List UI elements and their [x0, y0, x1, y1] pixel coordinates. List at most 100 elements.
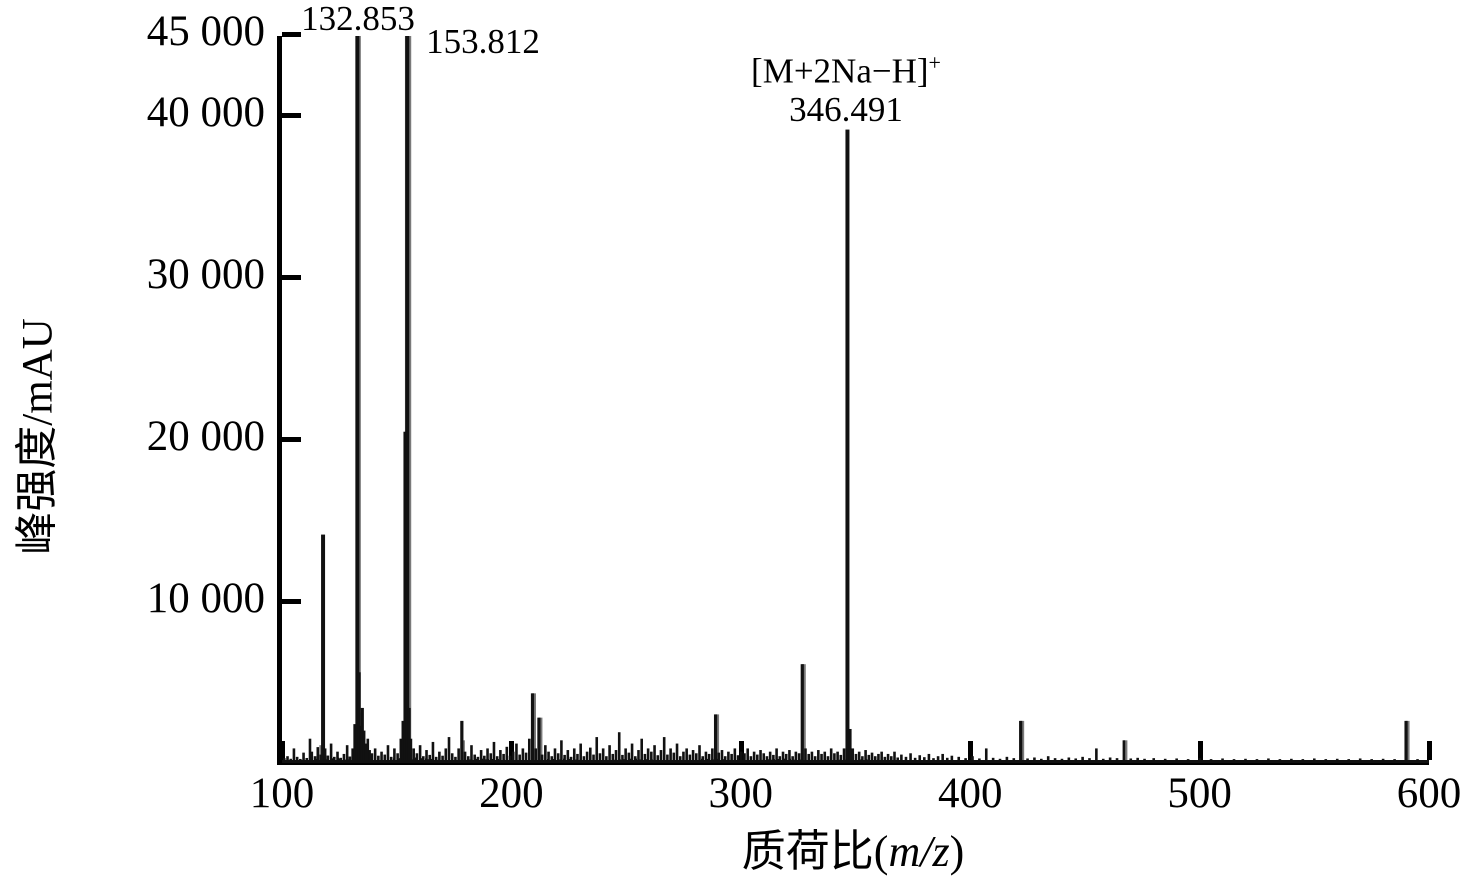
spectrum-peak [833, 753, 836, 763]
peak-label-132: 132.853 [301, 0, 415, 38]
y-tick-label-30000: 30 000 [146, 251, 265, 298]
spectrum-peak [508, 755, 512, 763]
spectrum-peak [1123, 740, 1128, 763]
spectrum-peak [353, 724, 357, 763]
spectrum-peak [886, 753, 890, 763]
spectrum-peak [893, 751, 896, 763]
spectrum-peak [572, 748, 576, 763]
spectrum-peak [489, 753, 493, 763]
y-axis-line [277, 36, 282, 765]
spectrum-peak [473, 754, 476, 763]
spectrum-peak [909, 753, 912, 763]
spectrum-peak [768, 751, 772, 763]
spectrum-traces [282, 36, 1429, 763]
spectrum-peak [450, 753, 454, 763]
peak-label-153: 153.812 [426, 22, 540, 61]
spectrum-peak [357, 672, 361, 763]
spectrum-peak [447, 737, 451, 763]
spectrum-peak [900, 754, 903, 763]
x-tick-200 [509, 741, 515, 760]
spectrum-peak [492, 741, 496, 763]
spectrum-peak [380, 751, 383, 763]
spectrum-peak [666, 754, 669, 763]
spectrum-peak [794, 751, 798, 763]
spectrum-peak [313, 756, 317, 763]
spectrum-peak [360, 707, 364, 763]
spectrum-peak [1404, 720, 1408, 763]
spectrum-peak [286, 756, 289, 763]
spectrum-peak [1095, 748, 1098, 763]
spectrum-peak [1046, 756, 1050, 763]
spectrum-peak [292, 748, 296, 763]
spectrum-peak [495, 756, 499, 763]
spectrum-peak [345, 745, 349, 763]
spectrum-peak [614, 750, 618, 763]
spectrum-peak [1122, 740, 1126, 763]
spectrum-peak [336, 751, 339, 763]
spectrum-peak [377, 755, 380, 763]
spectrum-peak [904, 756, 908, 763]
spectrum-peak [864, 750, 867, 763]
spectrum-peak [640, 738, 643, 763]
spectrum-peak [364, 743, 368, 763]
spectrum-peak [854, 753, 858, 763]
x-axis-title-cn: 质荷比 [741, 827, 874, 876]
spectrum-peak [428, 754, 432, 763]
spectrum-peak [401, 720, 405, 763]
spectrum-peak [592, 754, 595, 763]
spectrum-peak [950, 755, 954, 763]
spectrum-peak [502, 753, 505, 763]
spectrum-peak [373, 748, 377, 763]
spectrum-peak [624, 748, 627, 763]
spectrum-peak [366, 738, 370, 763]
spectrum-peak [598, 753, 602, 763]
spectrum-peak [389, 756, 393, 763]
spectrum-peak [621, 754, 624, 763]
spectrum-peak [672, 752, 676, 763]
spectrum-peak [585, 751, 589, 763]
spectrum-peak [359, 725, 363, 763]
spectrum-peak [630, 743, 634, 763]
spectrum-peak [781, 751, 785, 763]
peak-adduct-346-charge: + [928, 50, 941, 75]
spectrum-peak [295, 756, 299, 763]
spectrum-peak [333, 756, 336, 763]
spectrum-peak [848, 728, 852, 763]
x-tick-500 [1197, 741, 1203, 760]
spectrum-peak [804, 748, 807, 763]
spectrum-peak [662, 737, 666, 763]
x-tick-label-400: 400 [937, 770, 1003, 817]
spectrum-peak [362, 730, 366, 763]
spectrum-peak [880, 751, 883, 763]
x-tick-label-300: 300 [708, 770, 774, 817]
spectrum-peak [547, 751, 550, 763]
spectrum-peak [476, 756, 480, 763]
spectrum-peak [308, 738, 312, 763]
spectrum-peak [813, 756, 817, 763]
spectrum-peak [711, 748, 714, 763]
spectrum-peak [553, 748, 557, 763]
spectrum-peak [444, 748, 448, 763]
spectrum-peak [321, 534, 326, 763]
spectrum-peak [797, 753, 801, 763]
spectrum-peak [319, 754, 322, 763]
spectrum-peak [355, 36, 360, 763]
spectrum-peak [422, 756, 425, 763]
peak-adduct-346: [M+2Na−H]+ [751, 44, 941, 91]
spectrum-peak [576, 753, 579, 763]
spectrum-peak [842, 748, 846, 763]
spectrum-peak [691, 750, 695, 763]
spectrum-peak [851, 748, 855, 763]
x-tick-400 [968, 741, 974, 760]
spectrum-peak [302, 752, 305, 763]
spectrum-peak [861, 756, 864, 763]
spectrum-peak [870, 752, 874, 763]
spectrum-peak [399, 738, 403, 763]
spectrum-peak [688, 754, 692, 763]
spectrum-peak [643, 753, 647, 763]
spectrum-peak [650, 751, 653, 763]
spectrum-peak [653, 745, 656, 763]
spectrum-peak [817, 750, 820, 763]
spectrum-peak [733, 748, 737, 763]
spectrum-peak [936, 756, 940, 763]
